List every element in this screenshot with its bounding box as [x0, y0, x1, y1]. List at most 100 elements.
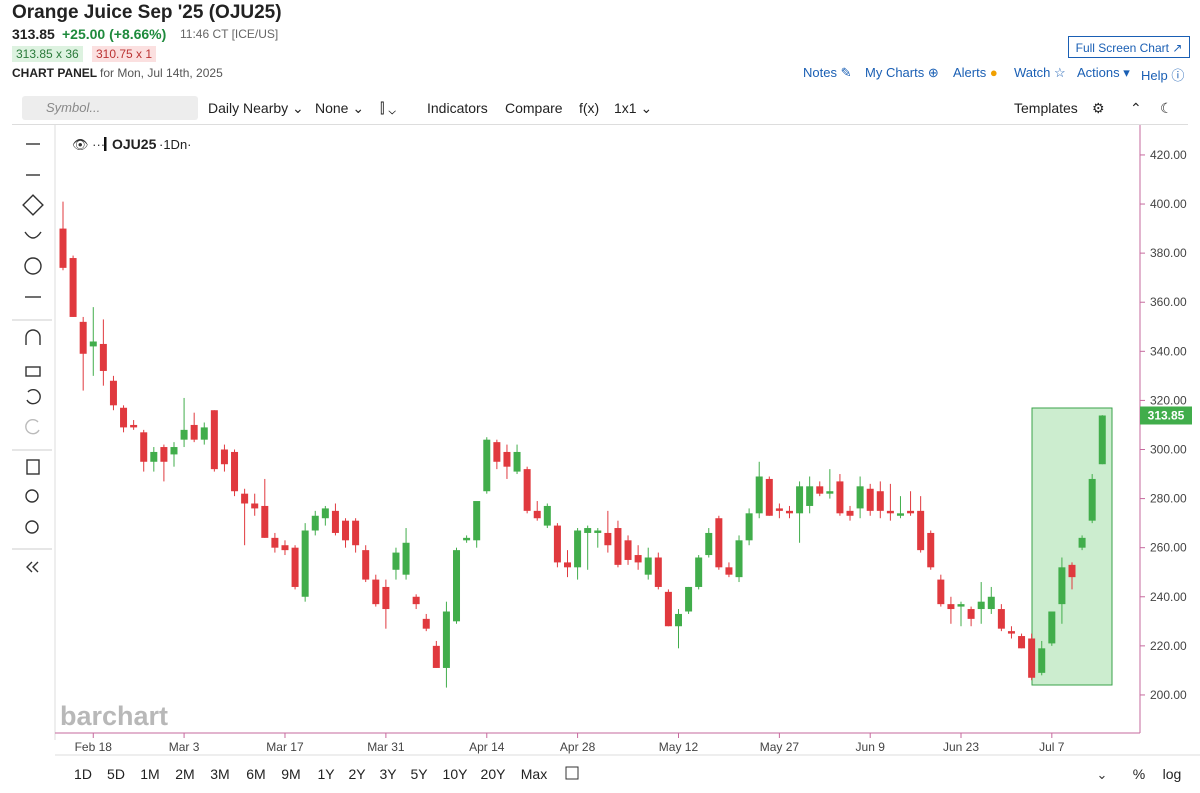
y-tick-label: 320.00 — [1150, 393, 1187, 407]
calendar-button[interactable] — [565, 766, 579, 780]
range-button[interactable]: 1D — [74, 766, 92, 782]
tool-icon[interactable] — [25, 520, 39, 534]
range-button[interactable]: 5D — [107, 766, 125, 782]
tool-icon[interactable] — [26, 389, 41, 405]
candle-body — [130, 424, 138, 428]
alerts-link[interactable]: Alerts ● — [953, 65, 998, 80]
tool-icon[interactable] — [25, 366, 41, 377]
range-button[interactable]: 6M — [246, 766, 265, 782]
tool-icon[interactable] — [24, 257, 42, 275]
y-tick-label: 220.00 — [1150, 639, 1187, 653]
candle-body — [846, 510, 854, 516]
candle-body — [584, 528, 592, 533]
tool-icon[interactable] — [24, 231, 42, 239]
range-button[interactable]: 20Y — [481, 766, 507, 782]
range-button[interactable]: 5Y — [410, 766, 428, 782]
my-charts-link[interactable]: My Charts ⊕ — [865, 65, 939, 80]
candle-body — [352, 520, 360, 546]
range-button[interactable]: 2Y — [348, 766, 366, 782]
overlay-menu[interactable]: None ⌄ — [315, 100, 365, 116]
highlight-box[interactable] — [1031, 407, 1113, 686]
indicators-button[interactable]: Indicators — [427, 100, 488, 116]
range-button[interactable]: 3Y — [379, 766, 397, 782]
panel-date: for Mon, Jul 14th, 2025 — [100, 66, 223, 80]
tool-icon[interactable] — [26, 561, 39, 573]
candle-body — [553, 525, 561, 563]
candle-body — [170, 447, 178, 455]
candle-body — [99, 343, 107, 371]
templates-button[interactable]: Templates — [1014, 100, 1078, 116]
candle-body — [876, 491, 884, 511]
actions-label: Actions — [1077, 65, 1120, 80]
candle-body — [957, 604, 965, 607]
legend-eye[interactable]: 👁 ··· — [72, 137, 105, 152]
x-tick-label: May 12 — [659, 740, 699, 754]
candle-body — [69, 258, 77, 317]
candle-body — [301, 530, 309, 597]
candle-body — [362, 550, 370, 580]
range-button[interactable]: 10Y — [443, 766, 469, 782]
tool-icon[interactable] — [25, 329, 41, 345]
compare-button[interactable]: Compare — [505, 100, 563, 116]
candle-body — [533, 510, 541, 519]
candle-body — [210, 410, 218, 470]
candle-body — [866, 488, 874, 511]
collapse-icon: ⌄ — [1097, 767, 1108, 782]
percent-toggle[interactable]: % — [1133, 766, 1145, 782]
tool-icon[interactable] — [25, 419, 40, 435]
candle-body — [937, 579, 945, 605]
candle-body — [321, 508, 329, 519]
watch-link[interactable]: Watch ☆ — [1014, 65, 1066, 80]
full-screen-button[interactable]: Full Screen Chart ↗ — [1068, 36, 1190, 58]
candle-body — [796, 486, 804, 514]
candle-body — [513, 451, 521, 472]
candle-body — [715, 518, 723, 568]
interval-menu[interactable]: Daily Nearby ⌄ — [208, 100, 304, 116]
y-tick-label: 420.00 — [1150, 148, 1187, 162]
candle-body — [150, 451, 158, 462]
tool-icon[interactable] — [22, 194, 44, 216]
x-tick-label: Jun 23 — [943, 740, 979, 754]
symbol-search[interactable]: Symbol... — [22, 96, 198, 120]
range-button[interactable]: 2M — [175, 766, 194, 782]
range-button[interactable]: 1M — [140, 766, 159, 782]
candle-body — [927, 532, 935, 568]
settings-button[interactable]: ⚙ — [1092, 100, 1105, 116]
price-change: +25.00 (+8.66%) — [62, 26, 167, 42]
symbol-placeholder: Symbol... — [46, 100, 101, 115]
last-price-badge — [1140, 406, 1192, 425]
range-button[interactable]: 9M — [281, 766, 300, 782]
legend-symbol: OJU25 — [112, 136, 157, 152]
candle-body — [109, 380, 117, 406]
candle-body — [564, 562, 571, 568]
tool-icon[interactable] — [26, 459, 40, 475]
range-button[interactable]: 1Y — [317, 766, 335, 782]
theme-button[interactable]: ☾ — [1160, 100, 1173, 116]
candle-body — [644, 557, 652, 575]
collapse-button[interactable]: ⌃ — [1130, 100, 1142, 116]
chart-type-menu[interactable]: ⫿ ⌄ — [380, 100, 396, 116]
range-button[interactable]: 3M — [210, 766, 229, 782]
x-tick-label: Mar 31 — [367, 740, 405, 754]
function-button[interactable]: f(x) — [579, 100, 599, 116]
notes-link[interactable]: Notes ✎ — [803, 65, 852, 80]
candle-body — [281, 545, 289, 551]
alert-icon: ● — [989, 65, 998, 80]
range-button[interactable]: Max — [521, 766, 547, 782]
log-toggle[interactable]: log — [1163, 766, 1182, 782]
candle-body — [785, 510, 793, 514]
help-link[interactable]: Help ⓘ — [1141, 68, 1185, 83]
candle-body — [836, 481, 844, 514]
ask: 310.75 x 1 — [92, 46, 157, 62]
layout-menu[interactable]: 1x1 ⌄ — [614, 100, 653, 116]
tool-icon[interactable] — [25, 489, 39, 503]
actions-link[interactable]: Actions ▾ — [1077, 65, 1130, 80]
x-tick-label: Jun 9 — [856, 740, 886, 754]
candle-body — [473, 501, 481, 541]
candle-body — [160, 447, 168, 462]
y-tick-label: 400.00 — [1150, 197, 1187, 211]
candle-body — [412, 596, 420, 605]
candle-body — [1007, 631, 1015, 634]
candle-body — [755, 476, 763, 514]
